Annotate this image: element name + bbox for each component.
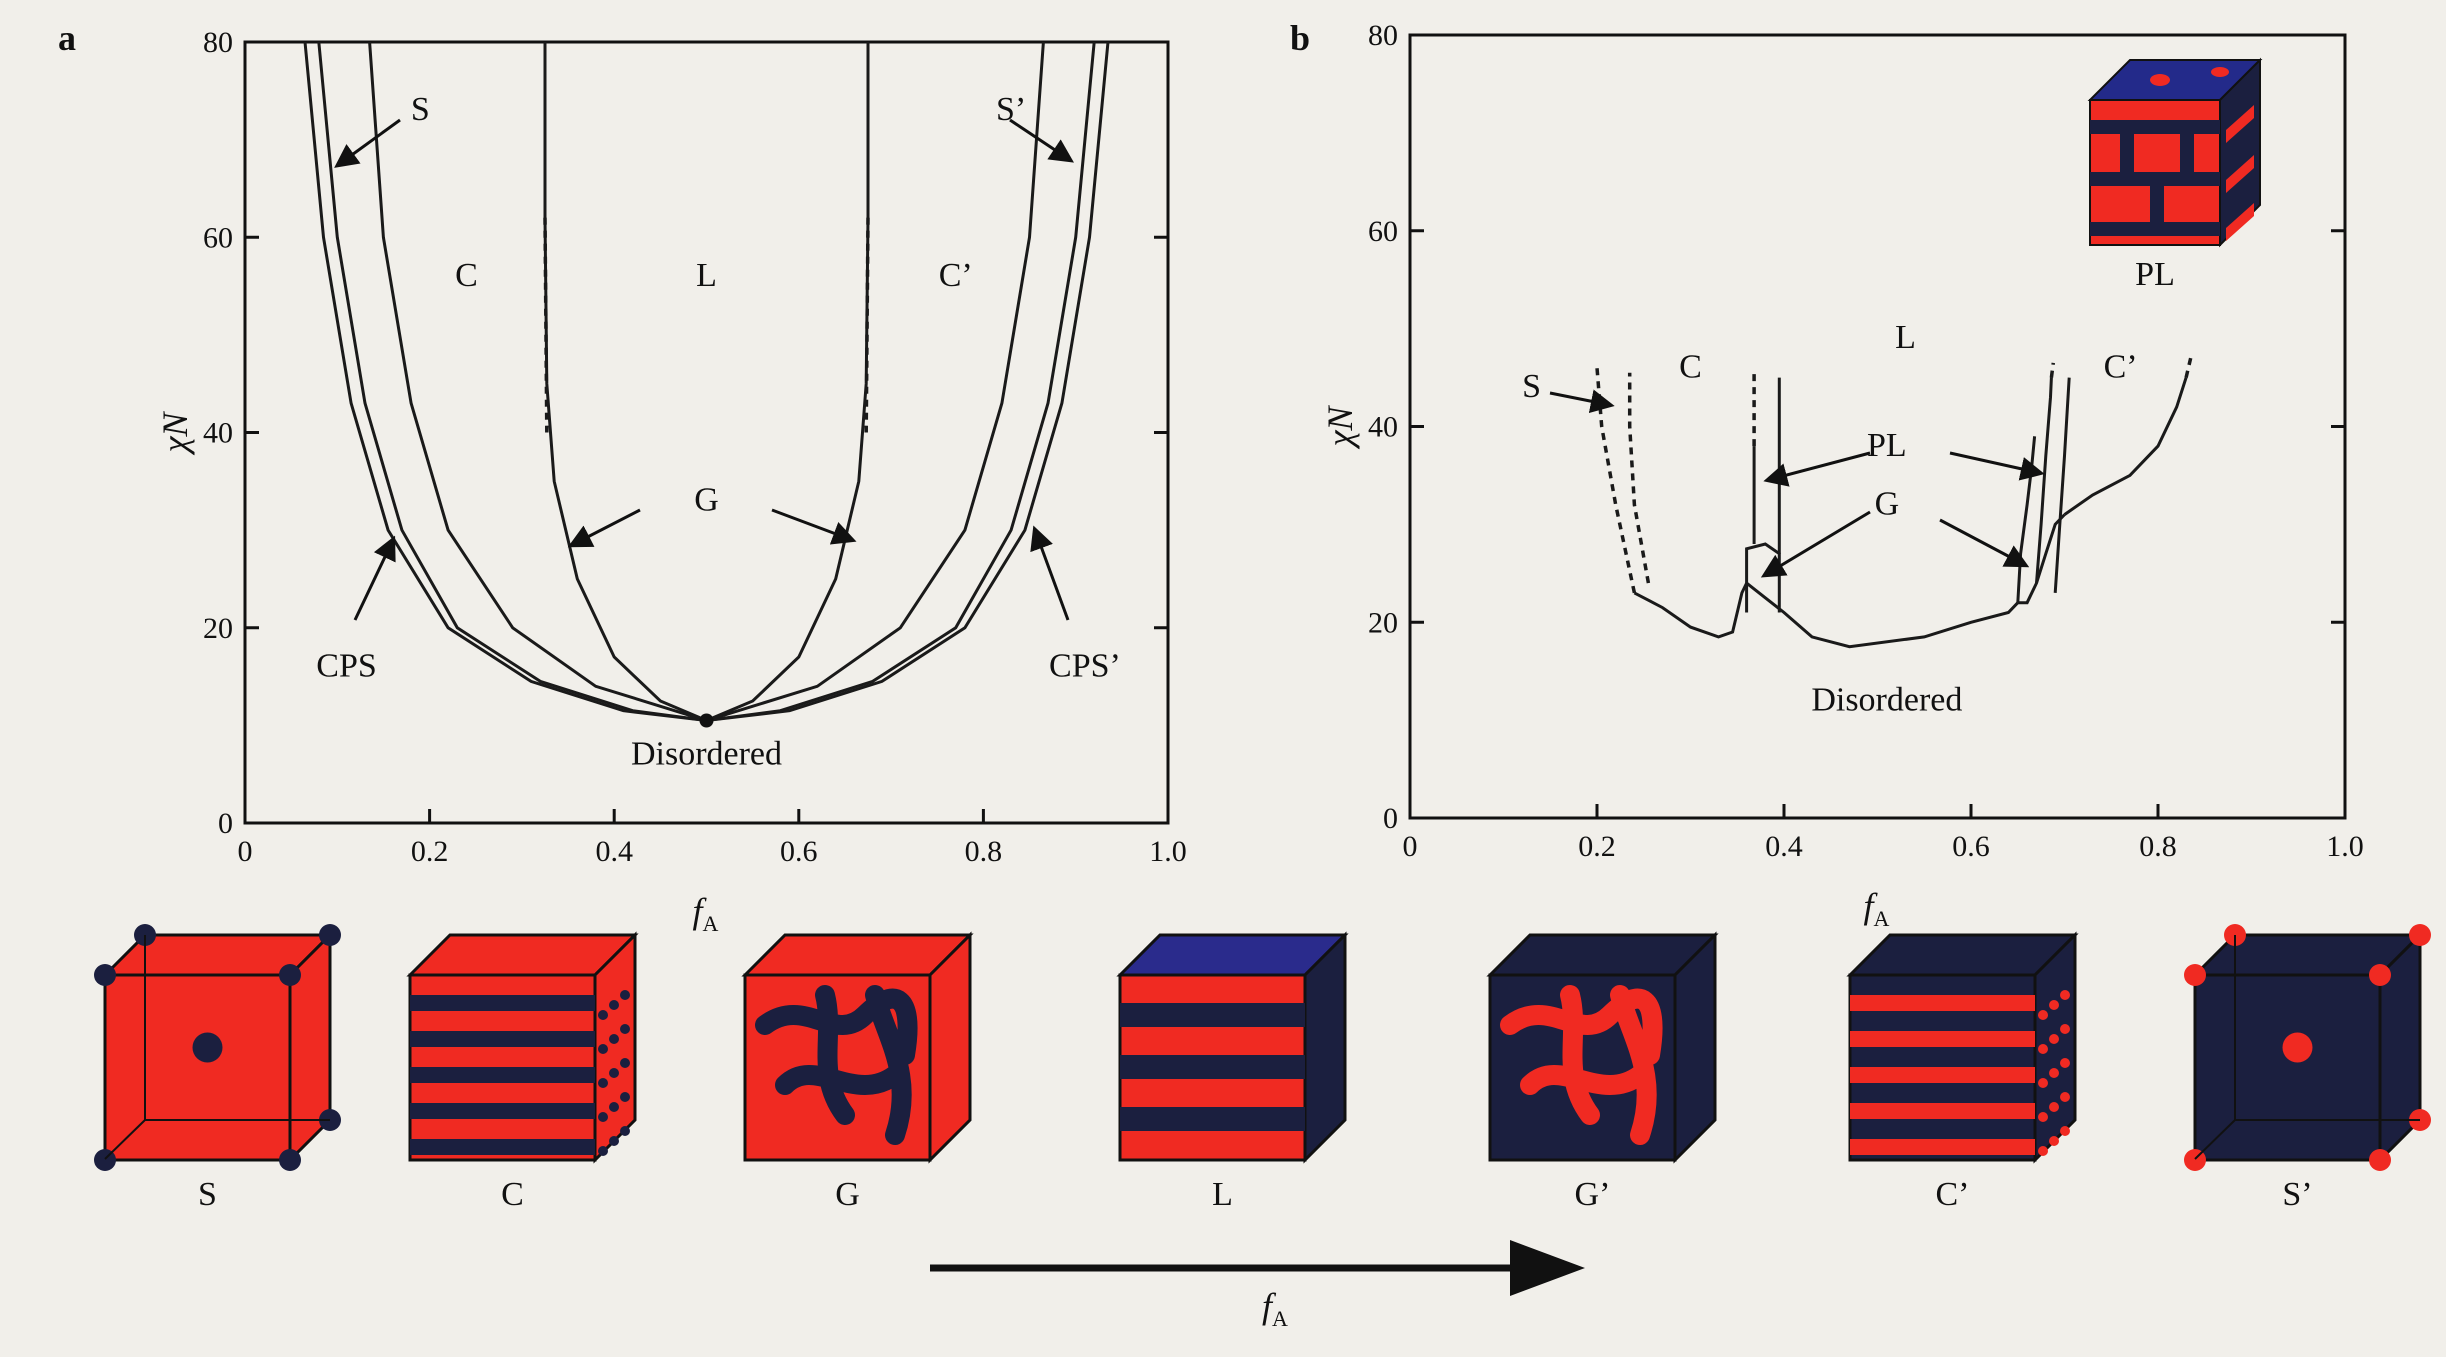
arrow-b-pl-right: [1949, 451, 2045, 481]
morphology-cube-4: G’: [1486, 931, 1719, 1213]
fa-arrow: fA: [930, 1240, 1585, 1331]
x-tick-label: 0.4: [1765, 830, 1803, 863]
morphology-cube-0: S: [94, 924, 341, 1213]
region-label: L: [1895, 319, 1916, 356]
x-tick-label: 0.4: [595, 835, 633, 868]
x-tick-label: 0.2: [1578, 830, 1616, 863]
morphology-label: C’: [1936, 1176, 1970, 1213]
morphology-label: S’: [2282, 1176, 2312, 1213]
phase-boundary-5: [2035, 377, 2053, 584]
region-label: C: [455, 257, 478, 294]
region-label: C: [1679, 349, 1702, 386]
morphology-label: C: [501, 1176, 524, 1213]
arrow-cps-prime: [1030, 525, 1070, 621]
dashed-boundary-0: [543, 217, 549, 433]
chart-panel-b: 0 0.2 0.4 0.6 0.8 1.0 0 20 40 60 80 fA χN S C L C’ PL G Dis…: [1320, 19, 2364, 931]
region-label: Disordered: [631, 735, 782, 772]
x-tick-label: 0: [238, 835, 253, 868]
arrow-g-left: [567, 508, 641, 548]
arrow-b-g-right: [1939, 518, 2030, 568]
arrow-cps: [353, 535, 396, 621]
arrow-b-g-left: [1760, 510, 1871, 578]
x-tick-label: 0.2: [411, 835, 449, 868]
arrow-b-s: [1549, 389, 1615, 414]
region-label: PL: [1867, 427, 1907, 464]
dashed-boundary-1: [1627, 372, 1651, 584]
y-tick-label: 40: [203, 417, 233, 450]
dashed-boundary-4: [2184, 357, 2193, 378]
pl-cube: PL: [2087, 57, 2263, 293]
x-tick-label: 0.6: [1952, 830, 1990, 863]
region-label: S: [411, 91, 430, 128]
y-tick-label: 0: [1383, 802, 1398, 835]
x-axis-title: fA: [1864, 886, 1890, 931]
phase-boundary-1: [303, 41, 1110, 723]
phase-boundary-7: [2063, 377, 2188, 516]
region-label: Disordered: [1811, 681, 1962, 718]
chart-panel-a: 0 0.2 0.4 0.6 0.8 1.0 0 20 40 60 80 fA χN S C L C’ S’ G CPS…: [155, 26, 1187, 936]
phase-boundary-4: [2016, 436, 2037, 603]
critical-point: [699, 713, 714, 728]
y-tick-label: 40: [1368, 411, 1398, 444]
y-tick-label: 80: [203, 26, 233, 59]
x-tick-label: 0.8: [2139, 830, 2177, 863]
x-tick-label: 0.6: [780, 835, 818, 868]
morphology-cube-2: G: [741, 931, 974, 1213]
x-tick-label: 1.0: [2326, 830, 2364, 863]
dashed-boundary-1: [864, 217, 870, 433]
region-label: L: [696, 257, 717, 294]
phase-boundary-6: [2053, 377, 2071, 594]
phase-boundary-0: [1633, 582, 1748, 639]
region-label: S: [1522, 368, 1541, 405]
region-label: G: [694, 482, 719, 519]
panel-letter-b: b: [1290, 18, 1310, 58]
phase-boundary-2: [368, 41, 1045, 723]
morphology-cube-5: C’: [1846, 931, 2079, 1213]
y-tick-label: 60: [1368, 215, 1398, 248]
y-axis-title: χN: [1320, 405, 1360, 450]
x-axis-title: fA: [693, 891, 719, 936]
morphology-label: G’: [1575, 1176, 1611, 1213]
panel-letter-a: a: [58, 18, 76, 58]
region-label: C’: [939, 257, 973, 294]
region-label: C’: [2104, 349, 2138, 386]
phase-boundary-3: [543, 42, 870, 723]
morphology-label: G: [835, 1176, 860, 1213]
phase-boundary-0: [317, 41, 1096, 723]
morphology-row: S C G L G’ C’ S’: [94, 924, 2431, 1213]
morphology-label: S: [198, 1176, 217, 1213]
pl-cube-label: PL: [2135, 256, 2175, 293]
y-tick-label: 0: [218, 807, 233, 840]
arrow-g-right: [771, 508, 857, 545]
phase-boundary-3: [2017, 513, 2066, 605]
x-tick-label: 1.0: [1149, 835, 1187, 868]
panel-a-arrows: [334, 118, 1074, 621]
arrow-s-prime: [1009, 118, 1074, 163]
phase-boundary-1: [1745, 581, 2019, 649]
y-tick-label: 20: [1368, 606, 1398, 639]
morphology-label: L: [1212, 1176, 1233, 1213]
y-tick-label: 80: [1368, 19, 1398, 52]
panel-b-arrows: [1549, 389, 2045, 578]
dashed-boundary-3: [2049, 362, 2056, 378]
plot-frame: [243, 40, 1170, 825]
y-tick-label: 60: [203, 221, 233, 254]
region-label: CPS’: [1049, 648, 1121, 685]
phase-boundary-2: [1745, 542, 1781, 613]
morphology-cube-3: L: [1116, 931, 1349, 1213]
y-tick-label: 20: [203, 612, 233, 645]
region-label: G: [1875, 486, 1900, 523]
morphology-cube-1: C: [406, 931, 639, 1213]
x-tick-label: 0.8: [965, 835, 1003, 868]
arrow-s: [334, 118, 401, 168]
y-axis-title: χN: [155, 411, 195, 456]
fa-arrow-label: fA: [1262, 1286, 1288, 1331]
region-label: CPS: [316, 648, 377, 685]
arrow-b-pl-left: [1763, 451, 1871, 487]
morphology-cube-6: S’: [2184, 924, 2431, 1213]
x-tick-label: 0: [1403, 830, 1418, 863]
region-label: S’: [996, 91, 1026, 128]
